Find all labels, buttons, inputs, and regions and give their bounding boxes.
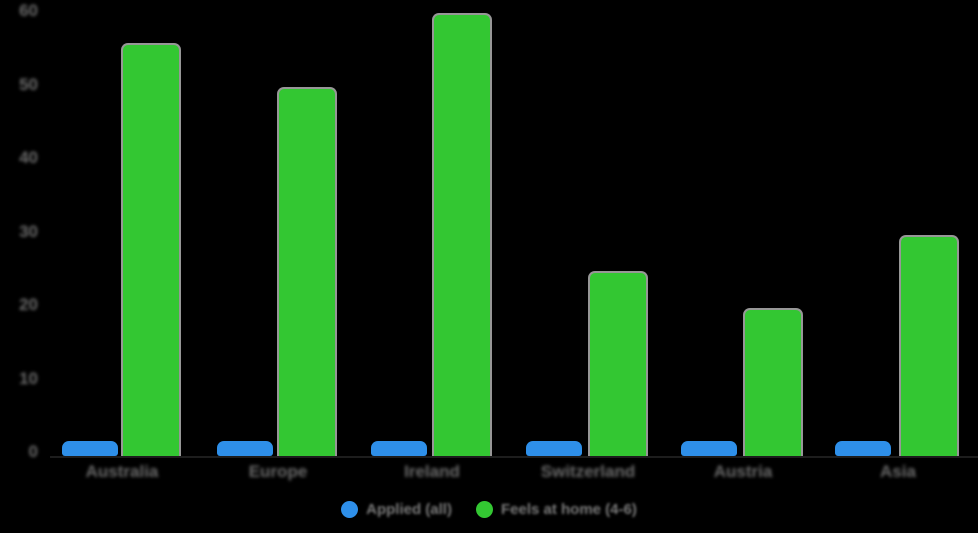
bar-applied-3 bbox=[526, 441, 582, 456]
bar-applied-0 bbox=[62, 441, 118, 456]
x-axis-label: Australia bbox=[85, 462, 159, 481]
y-axis-tick-label: 50 bbox=[19, 75, 38, 94]
x-axis-label: Switzerland bbox=[540, 462, 636, 481]
bar-applied-5 bbox=[835, 441, 891, 456]
legend-item-series1: Feels at home (4-6) bbox=[475, 501, 637, 518]
y-axis-tick-label: 0 bbox=[28, 442, 38, 461]
bar-feels-1 bbox=[277, 87, 337, 456]
bar-feels-5 bbox=[899, 235, 959, 456]
y-axis-tick-label: 20 bbox=[19, 295, 38, 314]
legend-label: Feels at home (4-6) bbox=[500, 501, 637, 518]
legend-label: Applied (all) bbox=[366, 501, 452, 518]
bar-applied-1 bbox=[217, 441, 273, 456]
x-axis-line bbox=[50, 456, 978, 458]
bar-applied-2 bbox=[371, 441, 427, 456]
bar-applied-4 bbox=[681, 441, 737, 456]
chart-legend: Applied (all) Feels at home (4-6) bbox=[0, 501, 978, 518]
bar-feels-3 bbox=[588, 271, 648, 456]
x-axis-label: Austria bbox=[713, 462, 773, 481]
bar-feels-2 bbox=[432, 13, 492, 456]
x-axis-label: Asia bbox=[880, 462, 916, 481]
y-axis-tick-label: 60 bbox=[19, 1, 38, 20]
legend-dot-icon bbox=[475, 501, 493, 518]
y-axis-tick-label: 10 bbox=[19, 369, 38, 388]
bar-feels-4 bbox=[743, 308, 803, 456]
y-axis-tick-label: 30 bbox=[19, 222, 38, 241]
y-axis-tick-label: 40 bbox=[19, 148, 38, 167]
x-axis-label: Europe bbox=[248, 462, 308, 481]
bar-feels-0 bbox=[121, 43, 181, 456]
legend-dot-icon bbox=[341, 501, 359, 518]
legend-item-series0: Applied (all) bbox=[341, 501, 452, 518]
x-axis-label: Ireland bbox=[404, 462, 460, 481]
